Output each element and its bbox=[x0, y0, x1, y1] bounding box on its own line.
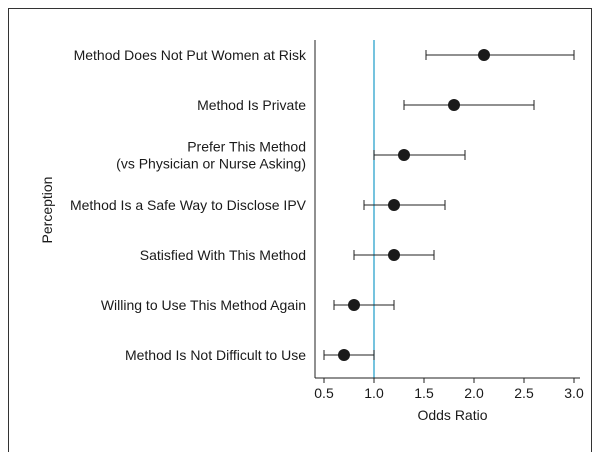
forest-row: Method Is Private bbox=[197, 97, 535, 113]
odds-ratio-point bbox=[388, 199, 400, 211]
x-tick-label: 0.5 bbox=[314, 385, 334, 401]
x-tick-label: 1.0 bbox=[364, 385, 384, 401]
odds-ratio-point bbox=[448, 99, 460, 111]
category-label: Willing to Use This Method Again bbox=[101, 297, 306, 313]
forest-items: Method Does Not Put Women at Risk Method … bbox=[70, 47, 575, 363]
forest-row: Satisfied With This Method bbox=[140, 247, 435, 263]
x-tick-label: 2.5 bbox=[514, 385, 534, 401]
category-label: (vs Physician or Nurse Asking) bbox=[116, 156, 306, 172]
category-label: Method Is Private bbox=[197, 97, 306, 113]
category-label: Method Is a Safe Way to Disclose IPV bbox=[70, 197, 307, 213]
forest-row: Method Is Not Difficult to Use bbox=[125, 347, 375, 363]
forest-row: Method Is a Safe Way to Disclose IPV bbox=[70, 197, 446, 213]
odds-ratio-point bbox=[398, 149, 410, 161]
y-axis-label-group: Perception bbox=[39, 177, 55, 244]
x-tick-label: 1.5 bbox=[414, 385, 434, 401]
x-axis-label: Odds Ratio bbox=[417, 407, 487, 423]
chart-frame bbox=[8, 8, 592, 452]
x-tick-label: 3.0 bbox=[564, 385, 584, 401]
category-label: Satisfied With This Method bbox=[140, 247, 306, 263]
x-tick-label: 2.0 bbox=[464, 385, 484, 401]
odds-ratio-point bbox=[348, 299, 360, 311]
forest-row: Prefer This Method(vs Physician or Nurse… bbox=[116, 139, 466, 172]
axes: 0.5 1.0 1.5 2.0 2.5 3.0 bbox=[314, 40, 584, 401]
odds-ratio-point bbox=[388, 249, 400, 261]
forest-row: Method Does Not Put Women at Risk bbox=[74, 47, 575, 63]
forest-row: Willing to Use This Method Again bbox=[101, 297, 395, 313]
category-label: Method Does Not Put Women at Risk bbox=[74, 47, 307, 63]
category-label: Method Is Not Difficult to Use bbox=[125, 347, 306, 363]
y-axis-label: Perception bbox=[39, 177, 55, 244]
odds-ratio-point bbox=[338, 349, 350, 361]
category-label: Prefer This Method bbox=[187, 139, 306, 155]
odds-ratio-point bbox=[478, 49, 490, 61]
